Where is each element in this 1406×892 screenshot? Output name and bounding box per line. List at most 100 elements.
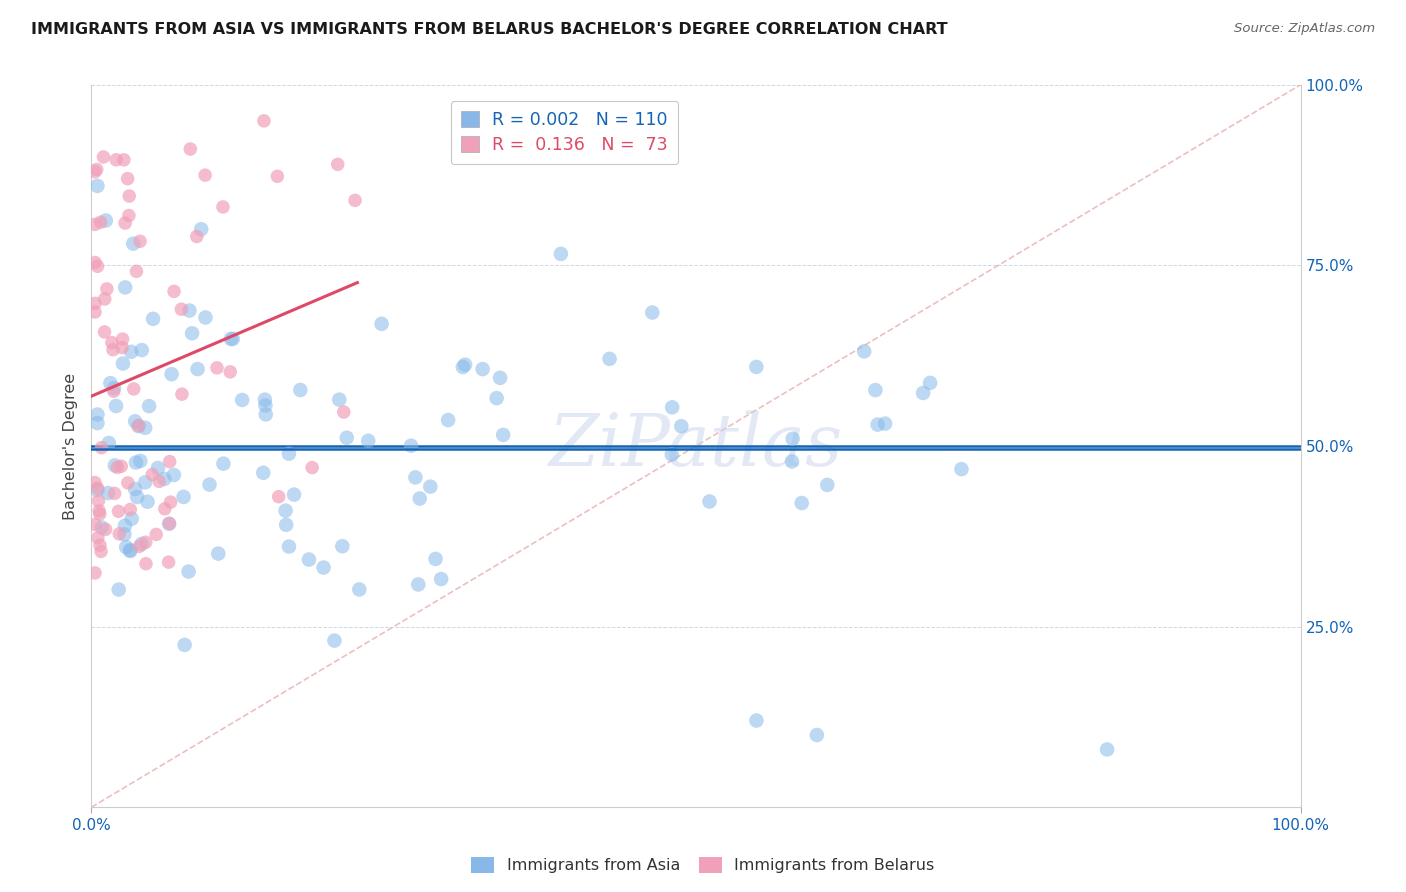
Text: IMMIGRANTS FROM ASIA VS IMMIGRANTS FROM BELARUS BACHELOR'S DEGREE CORRELATION CH: IMMIGRANTS FROM ASIA VS IMMIGRANTS FROM … [31, 22, 948, 37]
Point [198, 477, 221, 491]
Point [254, 408, 277, 422]
Point [131, 537, 153, 551]
Point [641, 305, 664, 319]
Point [104, 486, 127, 500]
Point [212, 200, 235, 214]
Point [107, 504, 129, 518]
Point [121, 511, 143, 525]
Point [425, 552, 447, 566]
Point [124, 414, 146, 428]
Point [699, 494, 721, 508]
Point [485, 391, 508, 405]
Point [278, 540, 301, 554]
Point [194, 168, 217, 182]
Point [124, 482, 146, 496]
Point [145, 527, 167, 541]
Point [370, 317, 392, 331]
Point [298, 552, 321, 566]
Point [661, 401, 683, 415]
Point [312, 560, 335, 574]
Point [87, 494, 110, 508]
Point [84, 566, 107, 580]
Point [84, 517, 107, 532]
Point [120, 502, 142, 516]
Point [254, 399, 277, 413]
Point [103, 381, 125, 395]
Point [101, 343, 124, 357]
Point [157, 516, 180, 531]
Point [153, 501, 176, 516]
Point [252, 466, 274, 480]
Point [409, 491, 432, 506]
Point [100, 376, 122, 391]
Point [86, 483, 108, 497]
Point [866, 417, 889, 432]
Point [336, 431, 359, 445]
Point [266, 169, 288, 184]
Point [406, 577, 429, 591]
Point [399, 439, 422, 453]
Point [323, 633, 346, 648]
Point [111, 341, 134, 355]
Point [84, 296, 107, 310]
Point [253, 113, 276, 128]
Point [177, 565, 200, 579]
Point [135, 535, 157, 549]
Point [274, 503, 297, 517]
Point [806, 728, 828, 742]
Point [332, 405, 354, 419]
Point [349, 582, 371, 597]
Point [111, 357, 134, 371]
Point [222, 332, 245, 346]
Point [118, 543, 141, 558]
Point [120, 544, 142, 558]
Point [84, 475, 107, 490]
Point [173, 490, 195, 504]
Point [276, 517, 298, 532]
Point [89, 538, 111, 552]
Point [186, 229, 208, 244]
Point [118, 189, 141, 203]
Point [782, 432, 804, 446]
Point [170, 302, 193, 317]
Point [419, 480, 441, 494]
Point [489, 371, 512, 385]
Point [790, 496, 813, 510]
Point [454, 358, 477, 372]
Point [135, 557, 157, 571]
Point [84, 255, 107, 269]
Point [207, 547, 229, 561]
Point [153, 472, 176, 486]
Point [404, 470, 426, 484]
Point [853, 344, 876, 359]
Point [142, 311, 165, 326]
Point [93, 325, 115, 339]
Point [160, 367, 183, 381]
Point [90, 441, 112, 455]
Point [179, 303, 201, 318]
Point [86, 162, 108, 177]
Point [125, 264, 148, 278]
Point [357, 434, 380, 448]
Point [97, 436, 120, 450]
Point [112, 153, 135, 167]
Point [212, 457, 235, 471]
Point [89, 507, 111, 521]
Point [492, 428, 515, 442]
Point [159, 495, 181, 509]
Point [104, 458, 127, 473]
Point [114, 280, 136, 294]
Point [114, 518, 136, 533]
Point [231, 392, 253, 407]
Point [219, 332, 242, 346]
Point [86, 481, 108, 495]
Point [865, 383, 887, 397]
Point [114, 216, 136, 230]
Point [437, 413, 460, 427]
Point [671, 419, 693, 434]
Point [179, 142, 201, 156]
Point [283, 487, 305, 501]
Point [815, 478, 838, 492]
Point [118, 209, 141, 223]
Point [134, 475, 156, 490]
